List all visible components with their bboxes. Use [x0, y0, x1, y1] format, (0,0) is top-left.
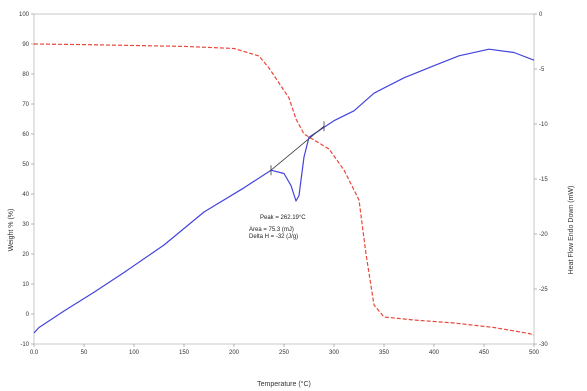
x-tick-label: 50	[81, 350, 88, 356]
y-left-tick-label: 90	[22, 42, 29, 48]
annotation-area: Area = 75.3 (mJ)	[249, 227, 294, 233]
y-right-tick-label: -30	[539, 342, 548, 348]
heat-flow-line	[33, 48, 535, 334]
weight-percent-line	[33, 43, 535, 336]
y-left-tick-label: 0	[26, 312, 30, 318]
annotation-peak: Peak = 262.19°C	[260, 215, 306, 221]
y-left-tick-label: 40	[22, 192, 29, 198]
y-right-tick-label: -25	[539, 287, 548, 293]
y-axis-left-title: Weight % (%)	[8, 209, 15, 252]
x-tick-label: 500	[529, 350, 540, 356]
y-left-tick-label: 80	[22, 72, 29, 78]
y-left-tick-label: 20	[22, 252, 29, 258]
y-left-tick-label: 60	[22, 132, 29, 138]
y-left-tick-label: 100	[19, 12, 30, 18]
plot-area	[33, 13, 535, 345]
annotation-delta-h: Delta H = -32 (J/g)	[249, 234, 298, 240]
x-tick-label: 0.0	[30, 350, 39, 356]
x-tick-label: 250	[279, 350, 290, 356]
y-right-tick-label: -10	[539, 122, 548, 128]
y-left-tick-label: 10	[22, 282, 29, 288]
y-left-tick-label: 50	[22, 162, 29, 168]
x-tick-label: 100	[129, 350, 140, 356]
y-right-tick-label: -5	[539, 67, 545, 73]
x-tick-label: 350	[379, 350, 390, 356]
y-right-tick-label: -20	[539, 232, 548, 238]
y-left-tick-label: 70	[22, 102, 29, 108]
y-left-tick-label: -10	[20, 342, 29, 348]
y-right-tick-label: 0	[539, 12, 543, 18]
x-tick-label: 400	[429, 350, 440, 356]
x-tick-label: 150	[179, 350, 190, 356]
y-axis-right-title: Heat Flow Endo Down (mW)	[568, 186, 575, 275]
baseline-line	[270, 125, 325, 171]
x-tick-label: 300	[329, 350, 340, 356]
x-axis-title: Temperature (°C)	[257, 380, 311, 388]
y-left-tick-label: 30	[22, 222, 29, 228]
x-tick-label: 450	[479, 350, 490, 356]
x-tick-label: 200	[229, 350, 240, 356]
y-right-tick-label: -15	[539, 177, 548, 183]
